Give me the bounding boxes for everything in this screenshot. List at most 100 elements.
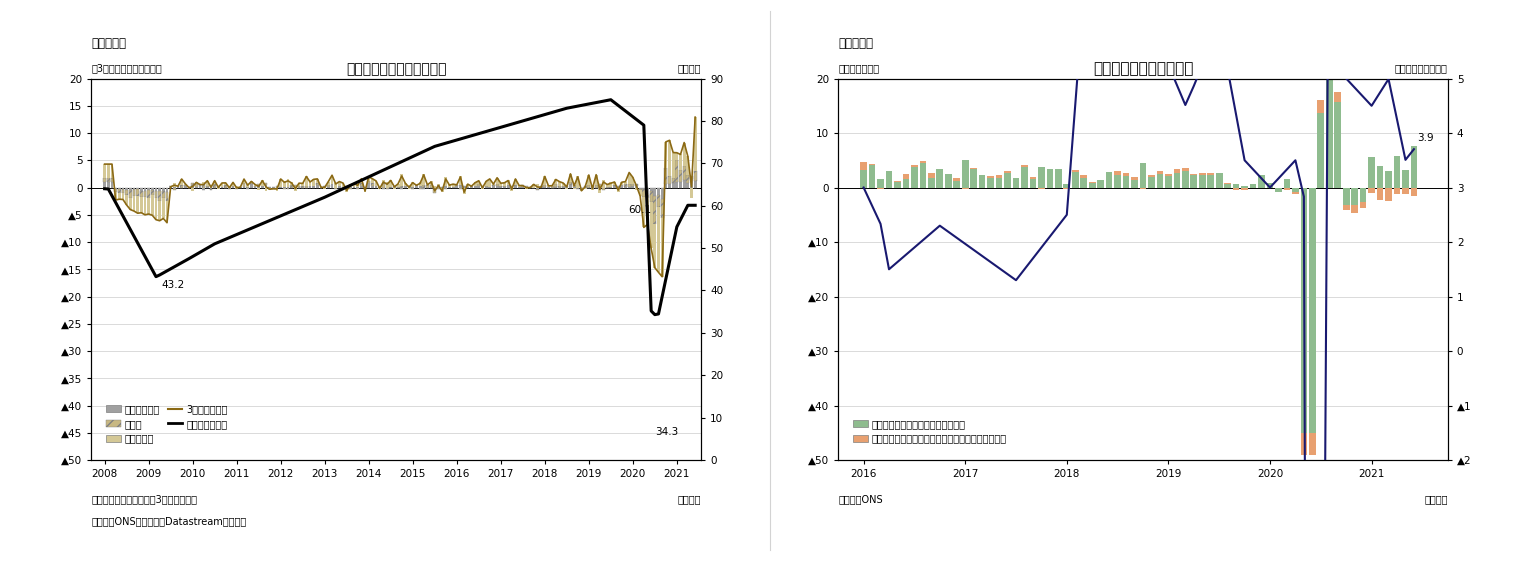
Text: （月次）: （月次） xyxy=(678,494,701,504)
Text: （図表３）: （図表３） xyxy=(91,38,126,50)
Bar xyxy=(389,180,392,187)
Bar xyxy=(532,184,535,187)
Bar xyxy=(375,181,378,186)
Bar xyxy=(456,185,459,186)
Bar xyxy=(1030,177,1036,178)
Bar xyxy=(878,187,884,188)
Bar xyxy=(591,188,594,190)
Bar xyxy=(250,181,253,183)
Bar xyxy=(140,187,143,191)
Bar xyxy=(338,186,341,187)
Bar xyxy=(1064,184,1070,187)
Bar xyxy=(1199,175,1205,187)
Bar xyxy=(613,182,616,185)
Bar xyxy=(235,186,238,187)
Bar xyxy=(198,187,201,188)
Bar xyxy=(334,188,337,189)
Bar xyxy=(649,187,652,191)
Bar xyxy=(459,176,462,185)
Bar xyxy=(125,195,128,205)
Bar xyxy=(482,187,483,189)
Bar xyxy=(878,178,884,187)
Bar xyxy=(506,185,509,187)
Bar xyxy=(690,179,693,187)
Bar xyxy=(610,187,613,188)
Bar xyxy=(1021,164,1027,167)
Text: 3.9: 3.9 xyxy=(1417,134,1434,144)
Bar xyxy=(558,182,561,186)
Bar xyxy=(628,183,631,187)
Bar xyxy=(995,176,1003,178)
Bar xyxy=(459,185,462,187)
Bar xyxy=(305,176,308,186)
Bar xyxy=(247,187,248,189)
Bar xyxy=(158,191,162,201)
Bar xyxy=(661,199,663,218)
Bar xyxy=(1166,176,1172,187)
Bar xyxy=(1047,169,1053,187)
Bar xyxy=(411,182,415,187)
Bar xyxy=(518,187,521,188)
Bar xyxy=(312,186,315,187)
Bar xyxy=(411,187,415,188)
Bar xyxy=(143,191,146,197)
Bar xyxy=(463,186,465,187)
Bar xyxy=(511,186,514,187)
Bar xyxy=(488,186,491,187)
Bar xyxy=(521,185,524,187)
Title: 給与取得者データの推移: 給与取得者データの推移 xyxy=(1093,61,1193,76)
Bar xyxy=(111,182,113,187)
Bar xyxy=(547,187,550,188)
Title: 求人数の変化（要因分解）: 求人数の変化（要因分解） xyxy=(346,62,447,76)
Bar xyxy=(1123,176,1129,187)
Bar xyxy=(661,218,663,277)
Bar xyxy=(485,186,488,187)
Bar xyxy=(995,178,1003,187)
Text: （月次）: （月次） xyxy=(1425,494,1448,504)
Bar xyxy=(130,197,131,210)
Bar xyxy=(1157,171,1163,173)
Bar xyxy=(242,179,245,183)
Bar xyxy=(1394,156,1401,187)
Bar xyxy=(114,192,117,200)
Bar xyxy=(861,170,867,187)
Bar xyxy=(536,188,539,190)
Bar xyxy=(482,186,483,187)
Bar xyxy=(169,187,172,188)
Bar xyxy=(623,182,626,184)
Bar xyxy=(261,186,264,187)
Bar xyxy=(668,176,671,184)
Text: （資料）ONSのデータをDatastreamより取得: （資料）ONSのデータをDatastreamより取得 xyxy=(91,516,247,526)
Bar xyxy=(885,171,893,187)
Bar xyxy=(962,160,969,187)
Bar xyxy=(1140,163,1146,187)
Bar xyxy=(323,187,326,189)
Bar xyxy=(1199,173,1205,175)
Bar xyxy=(495,178,498,183)
Bar xyxy=(213,181,216,185)
Bar xyxy=(1352,205,1358,213)
Bar xyxy=(268,187,271,190)
Bar xyxy=(555,184,558,187)
Bar xyxy=(419,187,422,189)
Bar xyxy=(334,183,337,187)
Bar xyxy=(430,186,433,187)
Bar xyxy=(184,186,187,187)
Bar xyxy=(180,185,183,187)
Bar xyxy=(506,180,509,185)
Bar xyxy=(433,186,436,187)
Bar xyxy=(911,165,917,167)
Bar xyxy=(945,173,951,187)
Bar xyxy=(415,185,418,187)
Bar xyxy=(166,201,169,223)
Bar xyxy=(386,187,389,190)
Bar xyxy=(143,197,146,215)
Bar xyxy=(599,187,602,193)
Bar xyxy=(539,187,543,188)
Bar xyxy=(419,186,422,187)
Bar xyxy=(253,186,256,187)
Bar xyxy=(328,182,329,185)
Bar xyxy=(216,186,219,187)
Bar xyxy=(1300,433,1308,454)
Bar xyxy=(276,186,279,187)
